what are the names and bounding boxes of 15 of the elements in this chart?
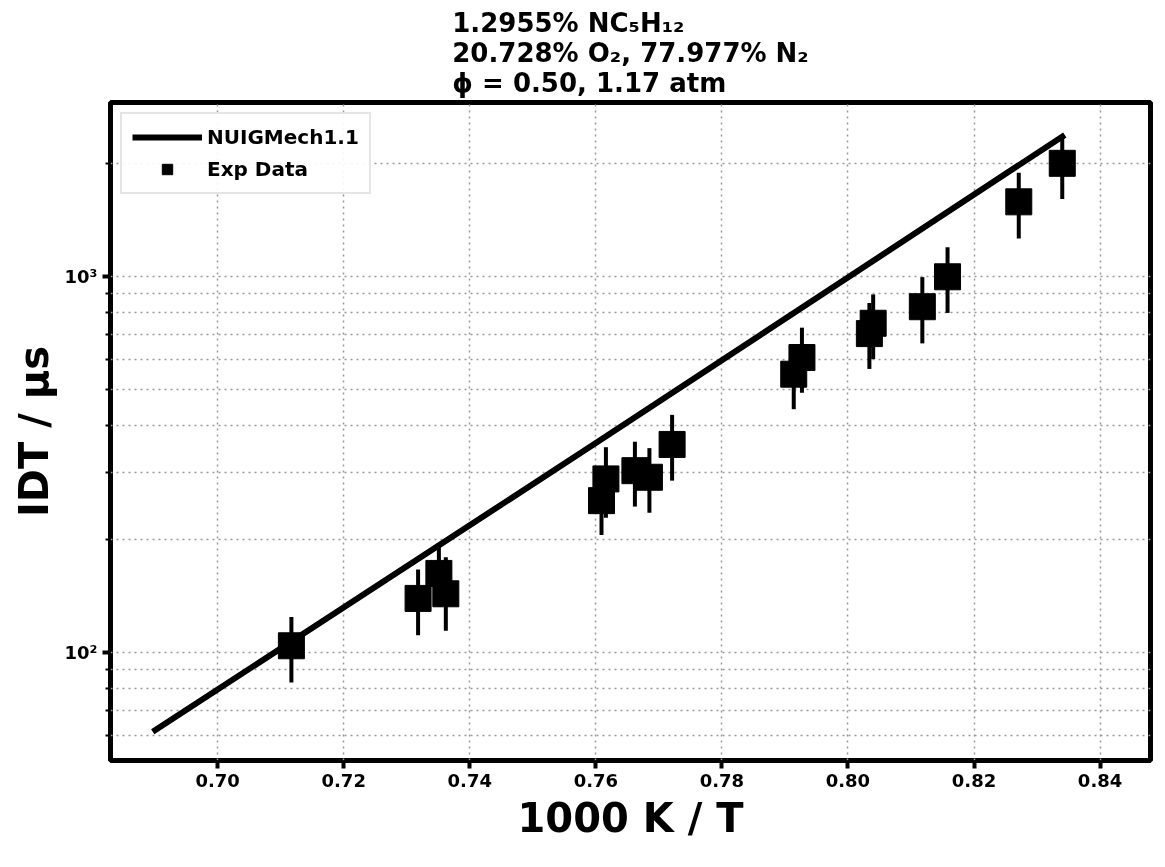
chart-title: 1.2955% NC₅H₁₂ 20.728% O₂, 77.977% N₂ ϕ = 0.50, 1.17 atm <box>452 7 809 98</box>
x-tick-label: 0.74 <box>447 769 492 791</box>
y-tick-label: 10³ <box>64 265 98 287</box>
x-tick-label: 0.78 <box>699 769 745 791</box>
legend-label: NUIGMech1.1 <box>207 125 359 149</box>
x-tick-label: 0.72 <box>321 769 366 791</box>
legend-label: Exp Data <box>207 157 308 181</box>
y-tick-label: 10² <box>64 641 98 663</box>
x-tick-label: 0.82 <box>951 769 997 791</box>
y-axis-title: IDT / μs <box>10 345 57 518</box>
x-tick-label: 0.76 <box>573 769 619 791</box>
x-axis-title: 1000 K / T <box>517 794 745 841</box>
x-tick-label: 0.70 <box>195 769 240 791</box>
x-tick-label: 0.80 <box>825 769 871 791</box>
x-tick-label: 0.84 <box>1077 769 1123 791</box>
